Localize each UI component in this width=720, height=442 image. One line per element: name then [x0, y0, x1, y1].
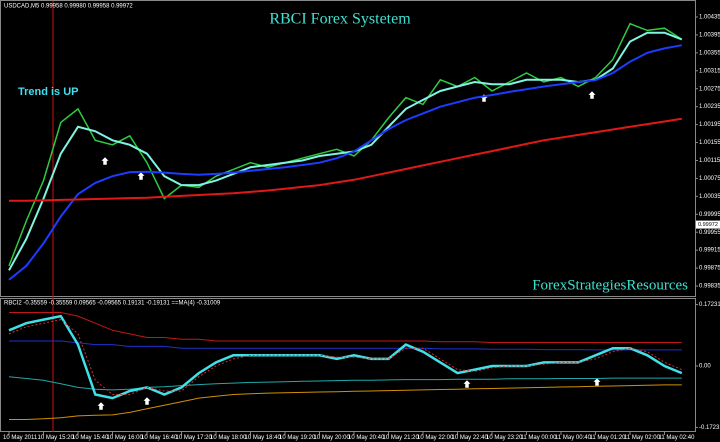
price-panel-border: [0, 0, 696, 297]
y-tick-label: 0.17231: [699, 302, 720, 308]
indicator-header: RBCI2 -0.35559 -0.35559 0.09565 -0.09565…: [4, 301, 221, 307]
x-tick-label: 10 May 16:40: [141, 435, 178, 441]
y-tick-label: 0.99875: [699, 266, 720, 272]
watermark: ForexStrategiesResources: [532, 277, 688, 293]
series-line: [9, 312, 682, 343]
indicator-panel-border: [0, 298, 696, 432]
x-tick-label: 10 May 21:20: [383, 435, 420, 441]
up-arrow: [136, 171, 146, 181]
last-price-box: [696, 220, 720, 229]
x-tick-label: 10 May 23:20: [486, 435, 523, 441]
series-line: [8, 319, 682, 395]
y-tick-label: 0.99955: [699, 230, 720, 236]
x-tick-label: 10 May 19:20: [279, 435, 316, 441]
y-tick-label: 0.99835: [699, 284, 720, 290]
x-tick-label: 10 May 22:40: [452, 435, 489, 441]
y-tick-label: 0.99995: [699, 212, 720, 218]
y-tick-label: 1.00435: [699, 15, 720, 21]
y-tick-label: 1.00395: [699, 32, 720, 38]
chart-title: RBCI Forex Systetem: [269, 11, 411, 28]
up-arrow: [96, 401, 106, 411]
up-arrow: [142, 396, 152, 406]
x-tick-label: 10 May 15:40: [72, 435, 109, 441]
y-tick-label: 0.99915: [699, 248, 720, 254]
x-tick-label: 10 May 18:00: [210, 435, 247, 441]
x-tick-label: 10 May 20:00: [314, 435, 351, 441]
x-tick-label: 11 May 02:00: [624, 435, 661, 441]
y-tick-label: 1.00155: [699, 140, 720, 146]
x-tick-label: 11 May 02:40: [659, 435, 696, 441]
series-line: [8, 44, 682, 281]
series-line: [8, 31, 683, 271]
series-line: [9, 384, 682, 420]
up-arrow: [587, 90, 597, 100]
y-tick-label: 1.00195: [699, 122, 720, 128]
y-tick-label: 1.00075: [699, 176, 720, 182]
symbol-header: USDCAD,M5 0.99958 0.99980 0.99958 0.9997…: [4, 4, 133, 10]
x-tick-label: 10 May 15:20: [38, 435, 75, 441]
x-tick-label: 10 May 2011: [3, 435, 38, 441]
x-tick-label: 10 May 16:00: [107, 435, 144, 441]
y-tick-label: 1.00235: [699, 104, 720, 110]
x-tick-label: 10 May 17:20: [176, 435, 213, 441]
x-tick-label: 11 May 00:40: [555, 435, 592, 441]
y-tick-label: 1.00275: [699, 86, 720, 92]
y-tick-label: 1.00115: [699, 158, 720, 164]
y-tick-label: -0.17231: [699, 425, 720, 431]
x-tick-label: 10 May 22:00: [417, 435, 454, 441]
x-tick-label: 10 May 18:40: [245, 435, 282, 441]
x-tick-label: 11 May 00:00: [521, 435, 558, 441]
last-price-label: 0.99972: [698, 222, 718, 228]
y-tick-label: 1.00355: [699, 50, 720, 56]
series-line: [8, 376, 682, 391]
y-tick-label: 1.00315: [699, 68, 720, 74]
y-tick-label: 1.00035: [699, 194, 720, 200]
up-arrow: [100, 156, 110, 166]
series-line: [9, 117, 682, 202]
trend-annotation: Trend is UP: [18, 86, 79, 98]
x-tick-label: 11 May 01:20: [590, 435, 627, 441]
x-tick-label: 10 May 20:40: [348, 435, 385, 441]
series-line: [9, 340, 682, 351]
y-tick-label: 0.00: [699, 364, 711, 370]
up-arrow: [462, 379, 472, 389]
